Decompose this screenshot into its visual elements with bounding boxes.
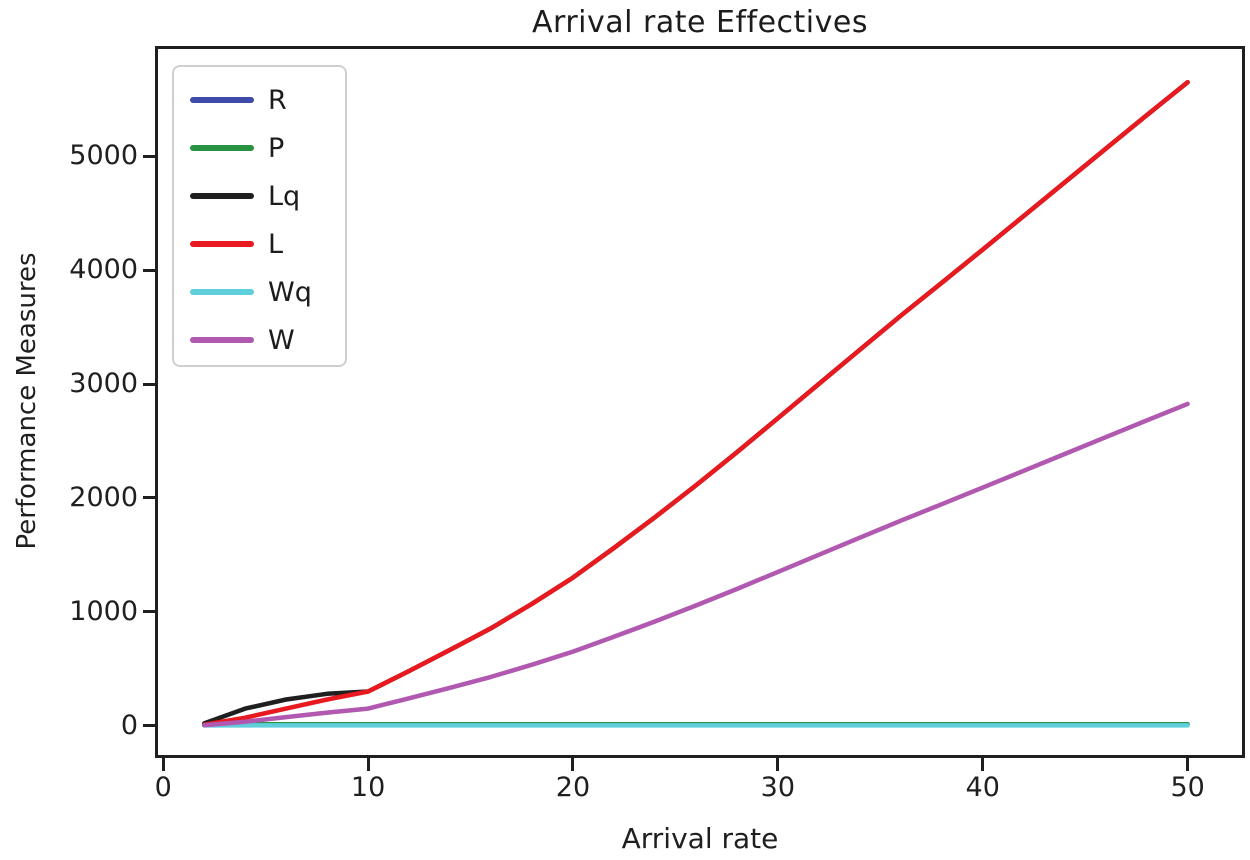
x-tick-mark (981, 758, 985, 771)
legend-item-Wq: Wq (190, 268, 345, 316)
x-tick-label: 40 (965, 772, 1000, 803)
x-tick-mark (161, 758, 165, 771)
legend-label: P (268, 132, 285, 164)
legend-swatch-R (190, 97, 254, 103)
legend-item-L: L (190, 220, 345, 268)
y-tick-label: 2000 (69, 481, 138, 513)
plot-lines-svg (201, 79, 1190, 728)
series-line-Lq (201, 79, 1190, 726)
x-tick-label: 20 (555, 772, 591, 803)
legend-swatch-Wq (190, 289, 254, 295)
x-tick-mark (366, 758, 370, 771)
legend-item-W: W (190, 316, 345, 364)
x-tick-mark (571, 758, 575, 771)
legend-swatch-L (190, 241, 254, 247)
y-tick-label: 5000 (69, 140, 138, 172)
y-tick-label: 3000 (69, 368, 138, 399)
y-tick-mark (143, 496, 156, 500)
legend-item-P: P (190, 124, 345, 172)
legend-item-Lq: Lq (190, 172, 345, 220)
y-tick-mark (143, 154, 156, 158)
x-tick-label: 0 (154, 772, 172, 803)
legend-item-R: R (190, 76, 345, 124)
legend-label: W (268, 324, 295, 356)
legend-label: R (268, 84, 287, 116)
y-tick-mark (143, 268, 156, 272)
series-line-L (201, 79, 1190, 727)
x-tick-label: 30 (760, 772, 796, 803)
y-tick-mark (143, 382, 156, 386)
x-tick-mark (776, 758, 780, 771)
legend-label: L (268, 228, 284, 260)
x-tick-label: 50 (1170, 772, 1205, 803)
chart-title: Arrival rate Effectives (532, 5, 868, 40)
legend-swatch-Lq (190, 193, 254, 199)
legend-label: Wq (268, 276, 312, 308)
y-tick-label: 1000 (69, 595, 138, 627)
y-tick-label: 0 (120, 709, 138, 741)
legend-swatch-P (190, 145, 254, 151)
series-line-W (201, 401, 1190, 728)
x-tick-label: 10 (350, 772, 386, 803)
y-tick-mark (143, 724, 156, 728)
legend-swatch-W (190, 337, 254, 343)
y-tick-mark (143, 610, 156, 614)
x-tick-mark (1186, 758, 1190, 771)
legend-label: Lq (268, 180, 301, 212)
y-tick-label: 4000 (69, 254, 138, 286)
legend: R P Lq L Wq W (172, 65, 347, 367)
x-axis-label: Arrival rate (621, 822, 779, 855)
